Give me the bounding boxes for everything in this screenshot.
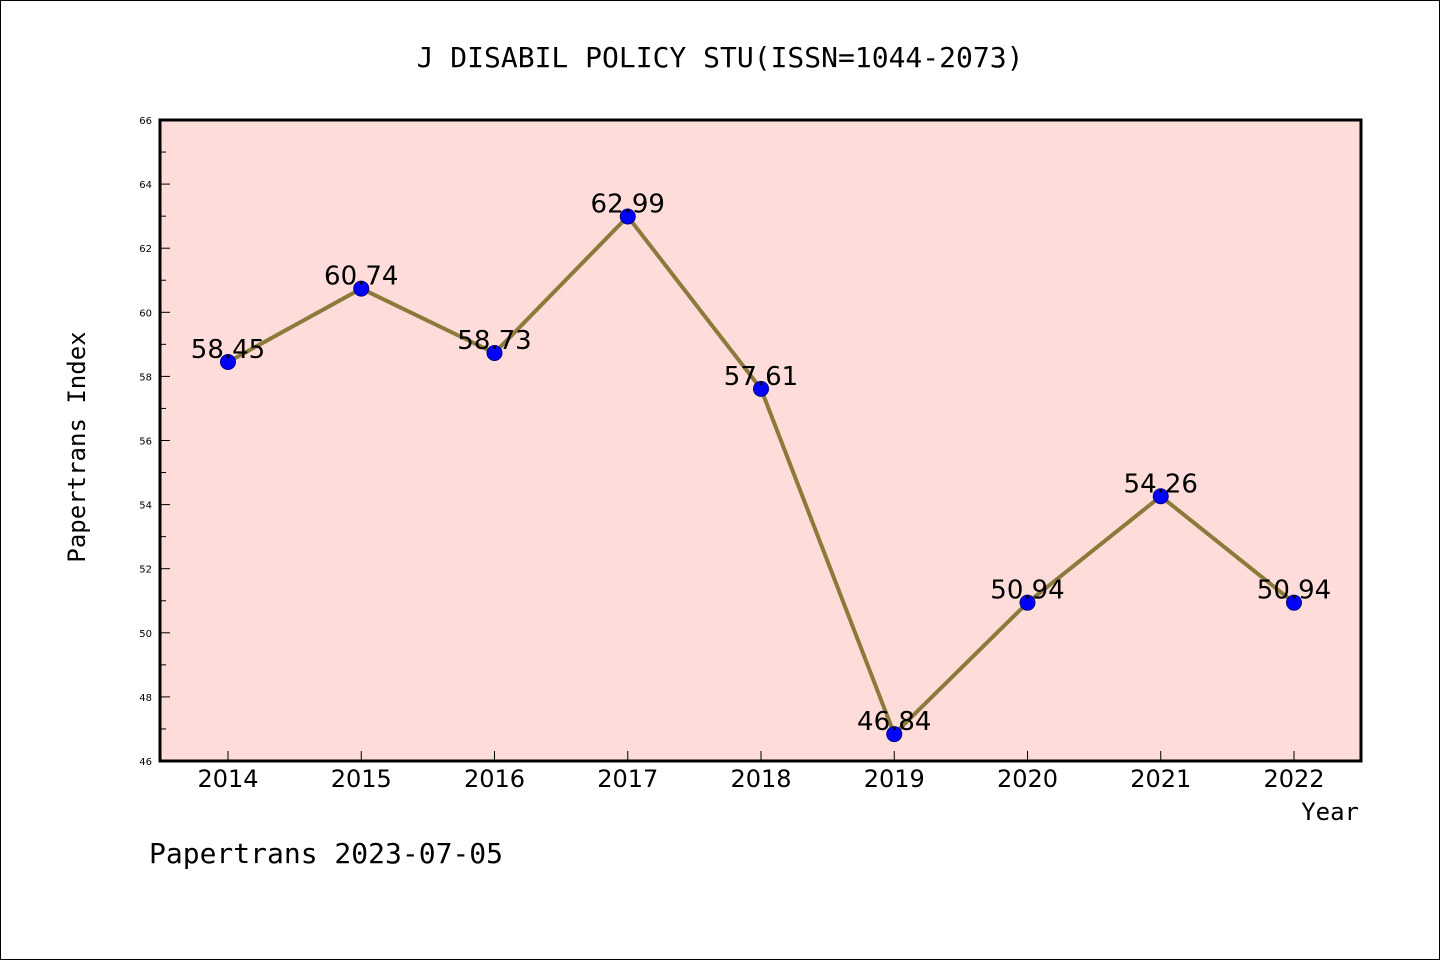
x-axis-title: Year: [1301, 798, 1359, 826]
y-tick-label: 64: [139, 180, 152, 191]
data-point: [1019, 594, 1036, 611]
data-point: [619, 208, 636, 225]
data-point: [886, 726, 903, 743]
data-label: 50.94: [990, 576, 1064, 606]
x-tick-label: 2014: [197, 765, 258, 793]
data-label: 57.61: [724, 362, 798, 392]
y-axis-title: Papertrans Index: [63, 331, 91, 562]
chart-title: J DISABIL POLICY STU(ISSN=1044-2073): [417, 41, 1024, 74]
x-tick-label: 2019: [864, 765, 925, 793]
y-tick-label: 56: [139, 437, 152, 448]
y-tick-label: 50: [139, 629, 152, 640]
plot-area: [160, 120, 1361, 761]
x-tick-label: 2018: [730, 765, 791, 793]
x-tick-label: 2020: [997, 765, 1058, 793]
y-tick-label: 46: [139, 757, 152, 768]
y-axis-ticks: 46 48 50 52 54 56 58 60 62 64 66: [139, 116, 170, 768]
y-tick-label: 48: [139, 693, 152, 704]
data-point: [353, 280, 370, 297]
data-label: 58.73: [457, 326, 531, 356]
y-tick-label: 62: [139, 244, 152, 255]
plot-frame: [158, 118, 1363, 763]
data-label: 58.45: [191, 335, 265, 365]
data-label: 62.99: [591, 189, 665, 219]
data-markers: [220, 208, 1302, 743]
x-tick-label: 2017: [597, 765, 658, 793]
data-point: [220, 353, 236, 370]
x-tick-label: 2022: [1263, 765, 1324, 793]
data-point: [753, 380, 769, 397]
y-tick-label: 54: [139, 501, 152, 512]
data-label: 46.84: [857, 707, 931, 737]
y-tick-label: 66: [139, 116, 152, 127]
x-tick-label: 2015: [331, 765, 392, 793]
x-axis-ticks: 2014 2015 2016 2017 2018 2019 2020 2021 2022: [197, 751, 1325, 793]
data-labels: 58.45 60.74 58.73 62.99 57.61 46.84 50.94 54.26…: [191, 189, 1331, 737]
data-point: [1286, 594, 1302, 611]
y-tick-label: 60: [139, 308, 152, 319]
x-tick-label: 2021: [1130, 765, 1191, 793]
y-tick-label: 52: [139, 565, 152, 576]
data-point: [486, 345, 503, 362]
footer-date-stamp: Papertrans 2023-07-05: [149, 837, 503, 870]
data-point: [1152, 488, 1169, 505]
data-label: 50.94: [1257, 576, 1331, 606]
data-label: 60.74: [324, 262, 398, 292]
data-label: 54.26: [1124, 469, 1198, 499]
x-tick-label: 2016: [464, 765, 525, 793]
y-tick-label: 58: [139, 372, 152, 383]
